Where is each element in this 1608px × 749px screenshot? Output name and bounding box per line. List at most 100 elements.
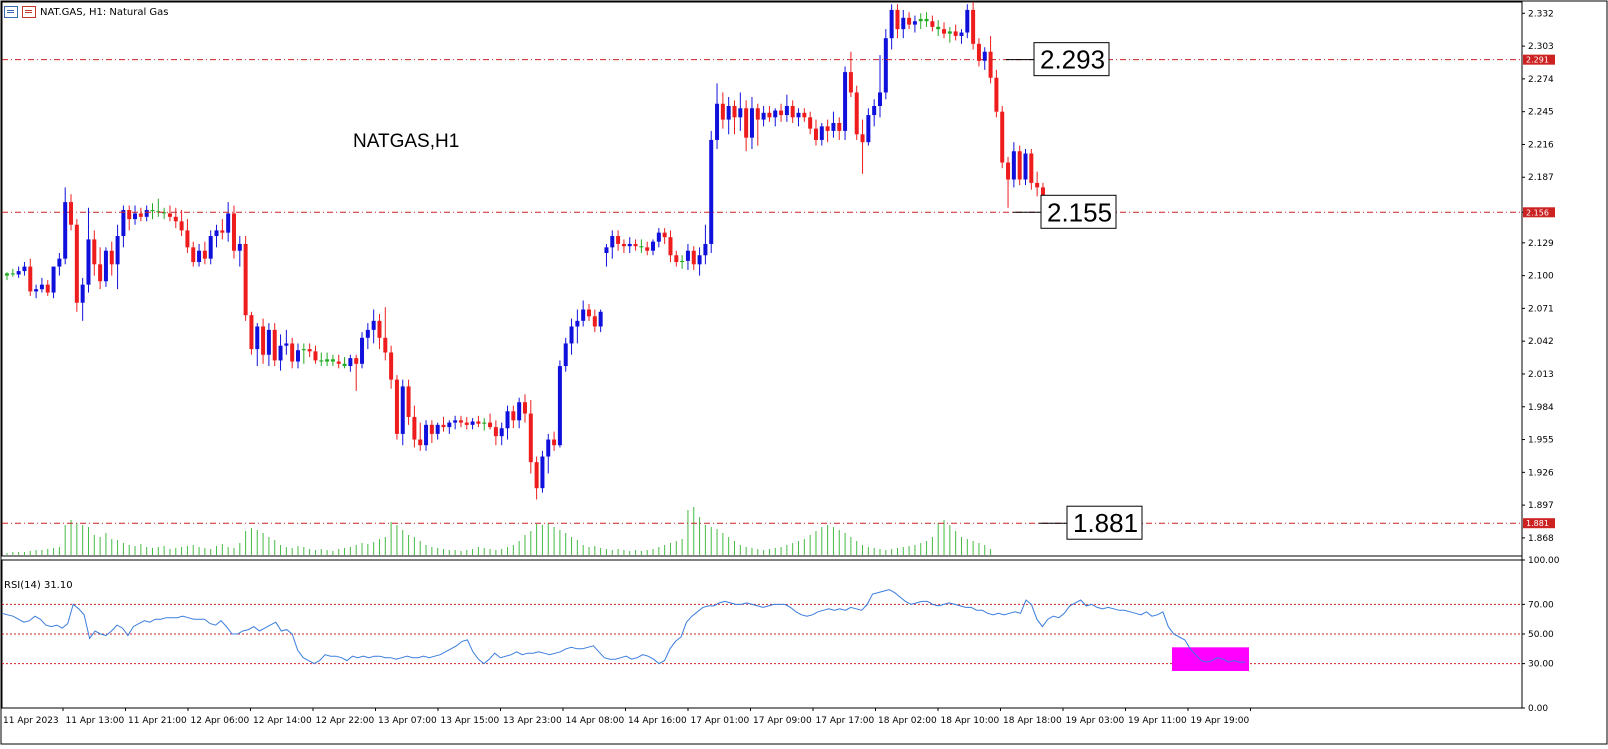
candle-body[interactable] — [534, 462, 539, 489]
candle-body[interactable] — [301, 349, 306, 351]
candle-body[interactable] — [115, 236, 120, 265]
candle-body[interactable] — [685, 250, 690, 261]
candle-body[interactable] — [808, 117, 813, 129]
candle-body[interactable] — [342, 363, 347, 367]
candle-body[interactable] — [604, 247, 609, 253]
candle-body[interactable] — [598, 311, 603, 327]
candle-body[interactable] — [563, 343, 568, 367]
candle-body[interactable] — [947, 31, 952, 34]
candle-body[interactable] — [237, 243, 242, 251]
candle-body[interactable] — [616, 236, 621, 244]
candle-body[interactable] — [208, 236, 213, 259]
candle-body[interactable] — [1006, 162, 1011, 180]
candle-body[interactable] — [796, 112, 801, 118]
candle-body[interactable] — [819, 126, 824, 140]
candle-body[interactable] — [540, 456, 545, 489]
candle-body[interactable] — [924, 18, 929, 22]
candle-body[interactable] — [98, 264, 103, 282]
candle-body[interactable] — [86, 239, 91, 285]
candle-body[interactable] — [511, 411, 516, 421]
candle-body[interactable] — [330, 359, 335, 362]
candle-body[interactable] — [441, 424, 446, 428]
candle-body[interactable] — [191, 247, 196, 263]
candle-body[interactable] — [633, 243, 638, 247]
candle-body[interactable] — [930, 21, 935, 27]
candle-body[interactable] — [307, 349, 312, 352]
candle-body[interactable] — [185, 230, 190, 248]
candle-body[interactable] — [744, 108, 749, 138]
candle-body[interactable] — [907, 17, 912, 25]
candle-body[interactable] — [517, 402, 522, 421]
candle-body[interactable] — [825, 126, 830, 131]
candle-body[interactable] — [400, 386, 405, 434]
candle-body[interactable] — [103, 250, 108, 282]
candle-body[interactable] — [959, 32, 964, 36]
candle-body[interactable] — [552, 439, 557, 446]
candle-body[interactable] — [674, 255, 679, 263]
candle-body[interactable] — [581, 309, 586, 321]
candle-body[interactable] — [470, 421, 475, 425]
candle-body[interactable] — [703, 243, 708, 256]
candle-body[interactable] — [528, 413, 533, 463]
candle-body[interactable] — [406, 386, 411, 417]
candle-body[interactable] — [249, 315, 254, 350]
candle-body[interactable] — [738, 108, 743, 118]
candle-body[interactable] — [912, 21, 917, 25]
candle-body[interactable] — [831, 122, 836, 131]
chart-window-icon[interactable] — [4, 6, 18, 18]
candle-body[interactable] — [895, 9, 900, 30]
candle-body[interactable] — [488, 422, 493, 428]
candle-body[interactable] — [348, 358, 353, 367]
candle-body[interactable] — [80, 284, 85, 303]
candle-body[interactable] — [627, 243, 632, 247]
candle-body[interactable] — [499, 428, 504, 437]
candle-body[interactable] — [918, 18, 923, 22]
level-callout-box[interactable] — [1040, 194, 1117, 229]
candle-body[interactable] — [412, 416, 417, 440]
candle-body[interactable] — [662, 232, 667, 238]
candle-body[interactable] — [522, 402, 527, 414]
candle-body[interactable] — [878, 92, 882, 107]
candle-body[interactable] — [290, 343, 295, 362]
candle-body[interactable] — [697, 255, 702, 265]
candle-body[interactable] — [354, 358, 359, 364]
candle-body[interactable] — [651, 241, 656, 251]
candle-body[interactable] — [942, 29, 947, 34]
candle-body[interactable] — [936, 26, 941, 30]
candle-body[interactable] — [645, 247, 650, 251]
candle-body[interactable] — [261, 326, 266, 355]
candle-body[interactable] — [138, 213, 143, 217]
candle-body[interactable] — [360, 337, 365, 364]
candle-body[interactable] — [429, 424, 434, 434]
candle-body[interactable] — [272, 329, 277, 361]
candle-body[interactable] — [994, 77, 999, 112]
candle-body[interactable] — [133, 213, 138, 220]
candle-body[interactable] — [872, 106, 877, 116]
candle-body[interactable] — [482, 422, 487, 424]
candle-body[interactable] — [476, 421, 481, 424]
indicator-window-icon[interactable] — [22, 6, 36, 18]
candle-body[interactable] — [720, 103, 725, 120]
candle-body[interactable] — [569, 326, 574, 344]
candle-body[interactable] — [296, 350, 300, 362]
candle-body[interactable] — [51, 266, 56, 293]
candle-body[interactable] — [34, 289, 39, 292]
candle-body[interactable] — [313, 351, 318, 361]
candle-body[interactable] — [779, 110, 784, 116]
candle-body[interactable] — [546, 439, 551, 457]
candle-body[interactable] — [371, 320, 376, 330]
candle-body[interactable] — [587, 309, 591, 317]
candle-body[interactable] — [220, 230, 225, 233]
candle-body[interactable] — [435, 424, 440, 434]
candle-body[interactable] — [156, 211, 161, 213]
candle-body[interactable] — [162, 212, 167, 214]
candle-body[interactable] — [889, 9, 894, 39]
candle-body[interactable] — [755, 108, 760, 120]
candle-body[interactable] — [243, 243, 248, 316]
candle-body[interactable] — [732, 106, 737, 118]
candle-body[interactable] — [121, 210, 126, 237]
candle-body[interactable] — [680, 260, 685, 263]
candle-body[interactable] — [726, 106, 731, 120]
candle-body[interactable] — [173, 216, 178, 222]
